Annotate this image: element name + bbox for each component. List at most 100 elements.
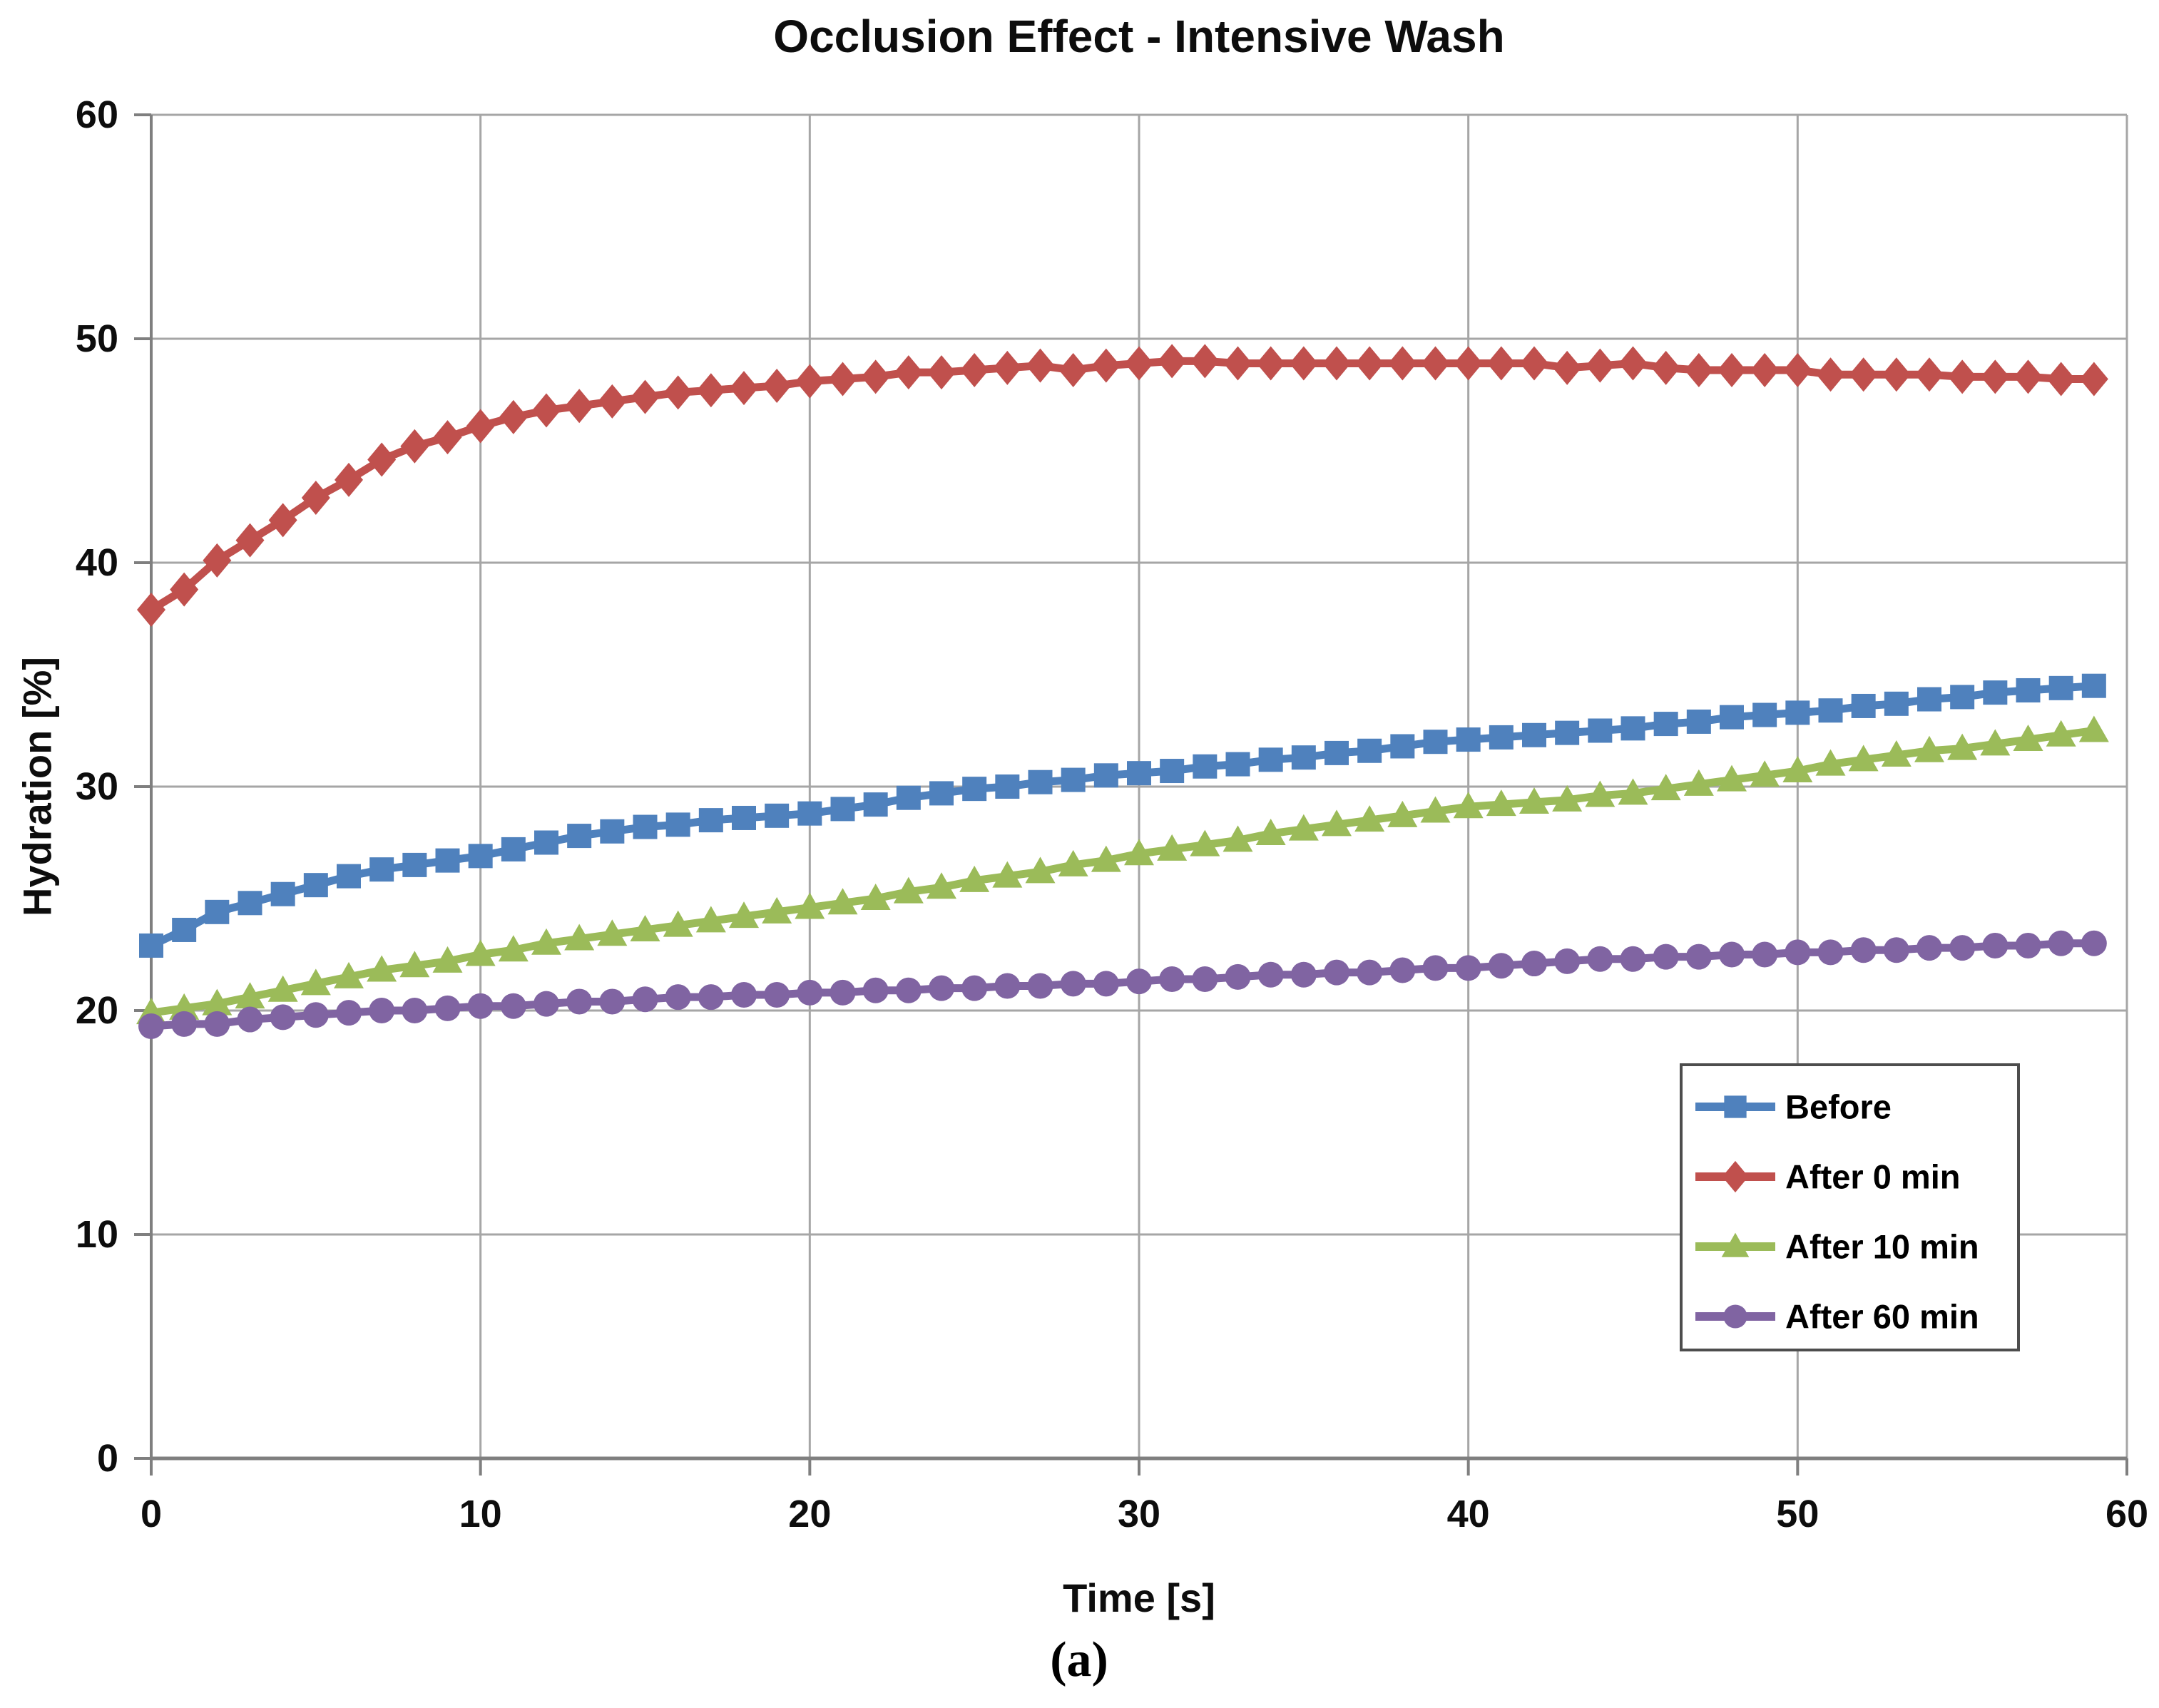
- y-tick-label: 0: [97, 1437, 118, 1480]
- triangle-marker: [762, 896, 792, 924]
- diamond-marker: [433, 420, 462, 455]
- legend-label: After 0 min: [1785, 1158, 1961, 1196]
- diamond-marker: [598, 384, 627, 419]
- square-marker: [501, 837, 526, 861]
- x-tick-labels: 0 10 20 30 40 50 60: [141, 1493, 2148, 1535]
- circle-marker: [1620, 946, 1646, 972]
- diamond-marker: [2013, 359, 2043, 394]
- circle-marker: [632, 986, 658, 1013]
- square-marker: [270, 881, 295, 906]
- diamond-marker: [1553, 350, 1582, 385]
- square-marker: [1752, 702, 1777, 727]
- x-tick-label: 60: [2106, 1493, 2148, 1535]
- diamond-marker: [1026, 348, 1055, 383]
- triangle-marker: [893, 876, 924, 904]
- square-marker: [2081, 673, 2106, 698]
- diamond-marker: [663, 375, 693, 410]
- legend-label: After 10 min: [1785, 1228, 1979, 1266]
- triangle-marker: [1721, 1232, 1750, 1257]
- square-marker: [172, 917, 197, 942]
- circle-marker: [534, 991, 559, 1017]
- triangle-marker: [2046, 720, 2076, 747]
- triangle-marker: [1288, 814, 1319, 841]
- diamond-marker: [1750, 352, 1780, 387]
- triangle-marker: [1848, 745, 1879, 772]
- diamond-marker: [301, 480, 330, 515]
- circle-marker: [1752, 941, 1778, 968]
- square-marker: [1555, 720, 1580, 745]
- square-marker: [1127, 761, 1151, 786]
- x-axis-title: Time [s]: [1063, 1575, 1215, 1620]
- square-marker: [665, 812, 690, 837]
- square-marker: [1950, 685, 1975, 710]
- circle-marker: [1159, 966, 1185, 993]
- diamond-marker: [861, 359, 890, 394]
- diamond-marker: [696, 373, 725, 408]
- x-tick-label: 20: [788, 1493, 831, 1535]
- legend-item-before: Before: [1695, 1088, 1892, 1126]
- circle-marker: [895, 977, 922, 1003]
- circle-marker: [764, 982, 790, 1008]
- diamond-marker: [894, 355, 923, 390]
- circle-marker: [929, 975, 954, 1001]
- square-marker: [600, 819, 625, 844]
- circle-marker: [1719, 941, 1745, 968]
- square-marker: [1686, 709, 1711, 734]
- triangle-marker: [1255, 818, 1286, 845]
- triangle-marker: [367, 955, 397, 982]
- square-marker: [1093, 763, 1118, 788]
- triangle-marker: [827, 888, 858, 915]
- triangle-marker: [564, 924, 595, 951]
- diamond-marker: [1717, 352, 1746, 387]
- square-marker: [896, 785, 921, 810]
- circle-marker: [1126, 968, 1152, 995]
- circle-marker: [862, 977, 889, 1003]
- diamond-marker: [2079, 362, 2108, 397]
- diamond-marker: [1125, 346, 1153, 381]
- legend-item-after-10-min: After 10 min: [1695, 1228, 1979, 1266]
- x-tick-label: 30: [1118, 1493, 1160, 1535]
- circle-marker: [566, 988, 593, 1015]
- triangle-marker: [399, 951, 430, 978]
- triangle-marker: [1881, 740, 1912, 767]
- y-tick-label: 20: [76, 989, 118, 1032]
- circle-marker: [204, 1011, 230, 1037]
- square-marker: [1588, 718, 1613, 743]
- x-tick-label: 40: [1447, 1493, 1490, 1535]
- series-after-0-min: [137, 344, 2108, 627]
- triangle-marker: [169, 993, 200, 1020]
- square-marker: [1620, 716, 1645, 741]
- figure-caption: (a): [1050, 1632, 1108, 1687]
- square-marker: [1456, 727, 1481, 752]
- circle-marker: [1389, 957, 1416, 983]
- circle-marker: [1883, 937, 1909, 963]
- series-after-10-min: [136, 715, 2109, 1025]
- diamond-marker: [1256, 346, 1285, 381]
- square-marker: [303, 873, 328, 898]
- square-marker: [1291, 745, 1316, 770]
- square-marker: [1423, 730, 1448, 755]
- triangle-marker: [1519, 787, 1549, 814]
- square-marker: [1160, 759, 1185, 784]
- diamond-marker: [1981, 359, 2010, 394]
- square-marker: [2016, 677, 2041, 702]
- square-marker: [1818, 698, 1843, 723]
- diamond-marker: [762, 368, 792, 403]
- diamond-marker: [1355, 346, 1384, 381]
- triangle-marker: [1420, 796, 1451, 823]
- circle-marker: [1554, 948, 1581, 974]
- diamond-marker: [1058, 352, 1088, 387]
- triangle-marker: [1782, 756, 1813, 783]
- circle-marker: [302, 1002, 329, 1028]
- square-marker: [995, 774, 1020, 799]
- diamond-marker: [2046, 362, 2076, 397]
- y-tick-label: 40: [76, 541, 118, 584]
- triangle-marker: [1223, 825, 1253, 852]
- square-marker: [830, 797, 855, 822]
- triangle-marker: [729, 901, 759, 929]
- square-marker: [1724, 1095, 1747, 1118]
- diamond-marker: [1322, 346, 1351, 381]
- circle-marker: [1225, 963, 1251, 990]
- diamond-marker: [1783, 352, 1812, 387]
- square-marker: [1489, 725, 1514, 750]
